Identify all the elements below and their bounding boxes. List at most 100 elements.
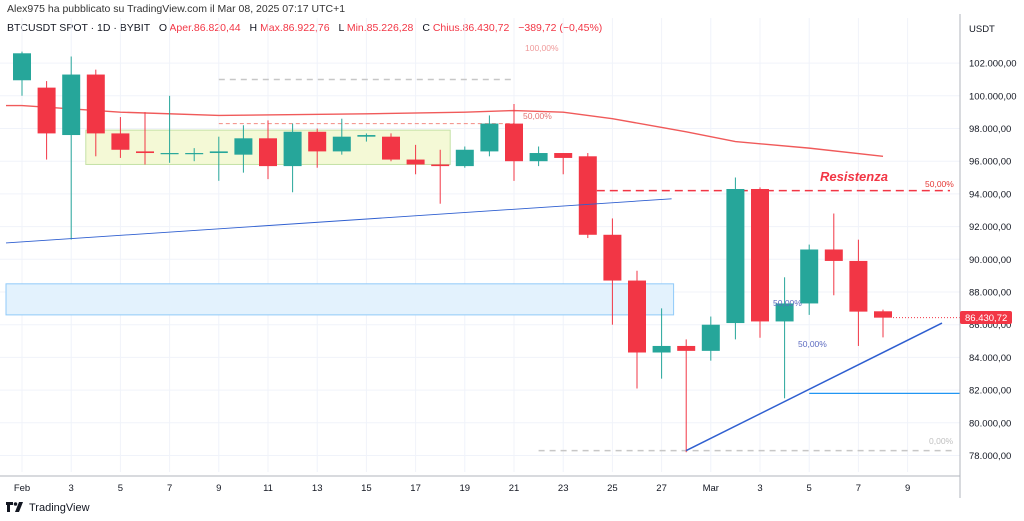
candle-body[interactable]	[652, 345, 671, 353]
candle[interactable]	[382, 133, 400, 162]
candle[interactable]	[505, 103, 523, 181]
candle[interactable]	[308, 128, 327, 168]
candle[interactable]	[431, 149, 450, 204]
candle-body[interactable]	[677, 345, 696, 351]
candle-body[interactable]	[874, 311, 892, 318]
candle-body[interactable]	[480, 123, 499, 152]
high-value: Max.86.922,76	[260, 22, 330, 34]
candle-body[interactable]	[111, 133, 130, 150]
candle-body[interactable]	[13, 53, 31, 81]
time-tick-label: 3	[757, 483, 762, 494]
candle-body[interactable]	[406, 159, 425, 165]
footer: TradingView	[6, 502, 90, 514]
candle-body[interactable]	[775, 303, 794, 322]
symbol-label[interactable]: BTCUSDT SPOT · 1D · BYBIT	[7, 22, 150, 34]
candle-body[interactable]	[259, 138, 277, 167]
tradingview-logo-icon	[6, 502, 23, 512]
candle[interactable]	[160, 95, 179, 163]
candle[interactable]	[652, 308, 671, 379]
price-tick-label: 82.000,00	[969, 386, 1011, 397]
candle-body[interactable]	[86, 74, 105, 134]
candle[interactable]	[86, 69, 105, 157]
candle-body[interactable]	[529, 153, 548, 162]
candle-body[interactable]	[603, 234, 622, 281]
candle-body[interactable]	[824, 249, 843, 261]
publisher-line: Alex975 ha pubblicato su TradingView.com…	[7, 3, 346, 15]
candle[interactable]	[603, 218, 622, 325]
candle[interactable]	[234, 125, 253, 173]
candle-body[interactable]	[136, 151, 154, 154]
time-tick-label: 5	[807, 483, 812, 494]
candle[interactable]	[332, 118, 351, 155]
fib-100-label: 100,00%	[525, 43, 559, 53]
candle[interactable]	[37, 81, 56, 160]
candle-body[interactable]	[62, 74, 81, 136]
candle-body[interactable]	[505, 123, 523, 162]
candle-body[interactable]	[751, 188, 769, 322]
candle[interactable]	[455, 146, 474, 168]
candle-body[interactable]	[701, 324, 720, 351]
high-label: H	[249, 22, 258, 34]
candle-body[interactable]	[37, 87, 56, 134]
candle[interactable]	[480, 115, 499, 157]
candle-body[interactable]	[800, 249, 819, 304]
candle-body[interactable]	[185, 153, 204, 155]
tradingview-brand: TradingView	[29, 502, 90, 514]
candle[interactable]	[406, 144, 425, 175]
candle[interactable]	[111, 117, 130, 158]
candle[interactable]	[62, 56, 81, 240]
price-axis[interactable]: USDT 78.000,00 80.000,00 82.000,00 84.000,0…	[959, 14, 1017, 498]
time-tick-label: 9	[216, 483, 221, 494]
open-value: Aper.86.820,44	[169, 22, 241, 34]
time-tick-label: 19	[460, 483, 471, 494]
candle[interactable]	[800, 244, 819, 315]
candle-body[interactable]	[554, 153, 573, 158]
candle[interactable]	[185, 148, 204, 162]
candle-body[interactable]	[578, 156, 597, 235]
price-tick-label: 94.000,00	[969, 189, 1011, 200]
fib-0-label: 0,00%	[929, 436, 954, 446]
grid	[0, 18, 960, 472]
candle-body[interactable]	[628, 280, 646, 353]
candle[interactable]	[775, 277, 794, 399]
time-axis[interactable]: Feb 3 5 7 9 11 13 15 17 19 21 23 25 27 Mar 3 5 7 9	[0, 475, 960, 494]
candle-body[interactable]	[382, 136, 400, 160]
candle[interactable]	[13, 51, 31, 96]
candle-body[interactable]	[234, 138, 253, 155]
candle[interactable]	[628, 270, 646, 389]
candle[interactable]	[209, 136, 228, 181]
candle[interactable]	[849, 239, 868, 346]
candle[interactable]	[874, 309, 892, 338]
candle[interactable]	[357, 133, 376, 142]
time-tick-label: 25	[607, 483, 618, 494]
candle[interactable]	[283, 123, 302, 193]
candle-body[interactable]	[455, 149, 474, 167]
candle-body[interactable]	[726, 188, 745, 324]
candle[interactable]	[726, 177, 745, 340]
candle[interactable]	[751, 187, 769, 338]
price-tick-label: 98.000,00	[969, 124, 1011, 135]
candle[interactable]	[529, 146, 548, 167]
price-tick-label: 90.000,00	[969, 255, 1011, 266]
candle-body[interactable]	[160, 153, 179, 155]
candle[interactable]	[259, 120, 277, 180]
candle-body[interactable]	[308, 131, 327, 152]
candle[interactable]	[136, 112, 154, 165]
time-tick-label: Mar	[703, 483, 719, 494]
candle-body[interactable]	[332, 136, 351, 152]
resistance-label: Resistenza	[820, 169, 888, 184]
candle-body[interactable]	[209, 151, 228, 154]
candle[interactable]	[824, 213, 843, 296]
candle[interactable]	[578, 153, 597, 239]
price-tick-label: 96.000,00	[969, 157, 1011, 168]
candle-body[interactable]	[849, 260, 868, 312]
candle[interactable]	[701, 316, 720, 361]
candle[interactable]	[677, 339, 696, 453]
candles-layer[interactable]	[13, 51, 892, 453]
candle-body[interactable]	[357, 135, 376, 137]
price-tick-label: 88.000,00	[969, 288, 1011, 299]
candle-body[interactable]	[283, 131, 302, 167]
candle[interactable]	[554, 153, 573, 175]
candle-body[interactable]	[431, 164, 450, 167]
